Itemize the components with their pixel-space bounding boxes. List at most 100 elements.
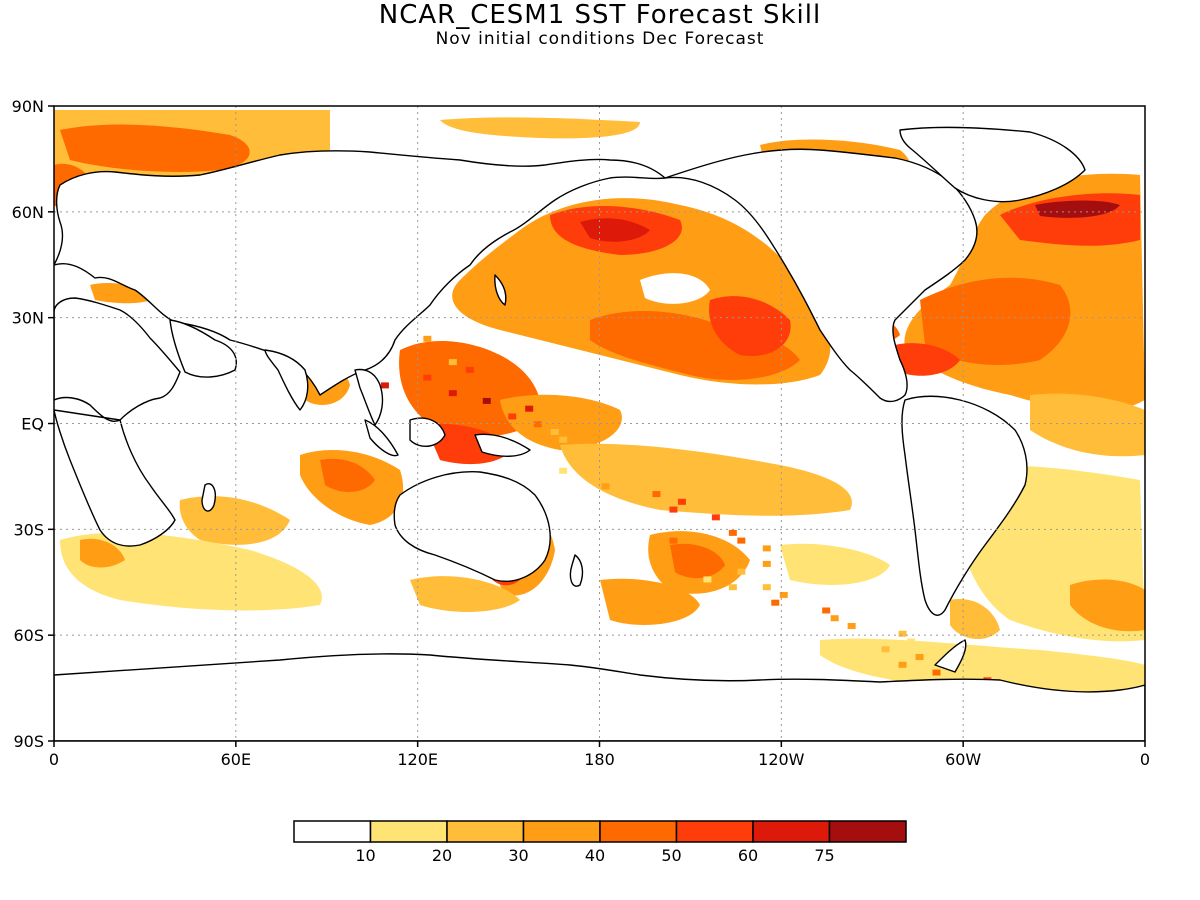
lon-tick-label: 180 bbox=[584, 750, 615, 769]
colorbar-label: 75 bbox=[814, 846, 834, 865]
skill-cell bbox=[380, 382, 389, 389]
skill-cell bbox=[508, 413, 517, 420]
skill-region-agulhas bbox=[80, 538, 125, 568]
skill-region-south-pacific-max bbox=[670, 543, 725, 579]
skill-cell bbox=[601, 452, 610, 459]
colorbar-swatch bbox=[293, 820, 372, 843]
skill-region-south-indian-core bbox=[320, 458, 375, 492]
skill-cell bbox=[762, 545, 771, 552]
lat-tick-label: 90N bbox=[12, 97, 44, 116]
skill-region-atlantic-subtropics bbox=[920, 277, 1071, 365]
lon-tick-label: 120W bbox=[758, 750, 805, 769]
colorbar-label: 40 bbox=[585, 846, 605, 865]
colorbar-label: 60 bbox=[738, 846, 758, 865]
skill-cell bbox=[601, 475, 610, 482]
skill-cell bbox=[669, 537, 678, 544]
skill-cell bbox=[898, 630, 907, 637]
colorbar-label: 30 bbox=[508, 846, 528, 865]
land-north-america bbox=[664, 148, 978, 403]
skill-cell bbox=[482, 397, 491, 404]
land-japan bbox=[494, 274, 507, 306]
skill-cell bbox=[728, 529, 737, 536]
skill-region-south-of-australia bbox=[410, 576, 520, 612]
land-new-zealand bbox=[569, 554, 584, 587]
skill-field bbox=[54, 110, 1145, 738]
land-india bbox=[264, 349, 309, 411]
colorbar: 10 20 30 40 50 60 75 bbox=[293, 820, 907, 865]
skill-region-south-pacific-band bbox=[560, 443, 852, 516]
skill-cell bbox=[822, 607, 831, 614]
skill-cell bbox=[907, 638, 916, 645]
skill-region-subantarctic-pacific bbox=[600, 578, 700, 625]
lat-tick-label: 60N bbox=[12, 203, 44, 222]
skill-cell bbox=[448, 390, 457, 397]
land-africa bbox=[54, 297, 181, 547]
skill-region-east-atlantic-tropics bbox=[1030, 393, 1145, 457]
lon-tick-label: 120E bbox=[397, 750, 438, 769]
skill-cell bbox=[711, 514, 720, 521]
lat-tick-label: EQ bbox=[21, 415, 44, 434]
skill-cell bbox=[915, 654, 924, 661]
latitude-axis: 90N 60N 30N EQ 30S 60S 90S bbox=[12, 97, 54, 751]
colorbar-swatch bbox=[522, 820, 601, 843]
coastlines bbox=[54, 126, 1145, 741]
land-madagascar bbox=[201, 483, 216, 512]
skill-region-southern-ocean bbox=[820, 638, 1145, 693]
skill-region-chile bbox=[780, 543, 890, 585]
colorbar-label: 10 bbox=[355, 846, 375, 865]
longitude-axis: 0 60E 120E 180 120W 60W 0 bbox=[49, 741, 1150, 769]
lon-tick-label: 60W bbox=[945, 750, 981, 769]
land-new-guinea bbox=[474, 433, 531, 457]
lat-tick-label: 30N bbox=[12, 309, 44, 328]
colorbar-label: 50 bbox=[661, 846, 681, 865]
land-south-america bbox=[901, 395, 1028, 616]
map-title: NCAR_CESM1 SST Forecast Skill bbox=[378, 0, 822, 30]
skill-cell bbox=[423, 374, 432, 381]
skill-cell bbox=[533, 421, 542, 428]
skill-region-east-north-pacific bbox=[709, 296, 791, 356]
skill-cell bbox=[525, 405, 534, 412]
lat-tick-label: 90S bbox=[13, 732, 44, 751]
skill-cell bbox=[465, 366, 474, 373]
colorbar-swatch bbox=[752, 820, 831, 843]
skill-region-brazil-falklands bbox=[950, 599, 1000, 640]
skill-cell bbox=[559, 436, 568, 443]
skill-cell bbox=[762, 584, 771, 591]
skill-cell bbox=[448, 359, 457, 366]
colorbar-swatch bbox=[828, 820, 907, 843]
skill-region-north-sea bbox=[440, 117, 640, 139]
skill-region-caribbean bbox=[895, 343, 960, 376]
skill-cell bbox=[703, 576, 712, 583]
skill-cell bbox=[771, 599, 780, 606]
skill-region-north-pacific-max bbox=[580, 218, 650, 242]
lon-tick-label: 0 bbox=[1140, 750, 1150, 769]
skill-cell bbox=[881, 646, 890, 653]
skill-region-barents bbox=[60, 124, 250, 172]
skill-cell bbox=[669, 506, 678, 513]
skill-region-central-north-pacific bbox=[590, 310, 800, 380]
colorbar-swatch bbox=[599, 820, 678, 843]
map-subtitle: Nov initial conditions Dec Forecast bbox=[435, 29, 765, 49]
land-antarctic-peninsula bbox=[934, 639, 967, 673]
skill-cell bbox=[677, 498, 686, 505]
land-southeast-asia bbox=[354, 368, 384, 426]
skill-region-south-atlantic-core bbox=[1070, 579, 1145, 632]
skill-cell bbox=[550, 428, 559, 435]
skill-cell bbox=[847, 622, 856, 629]
skill-cell bbox=[423, 335, 432, 342]
land-antarctica bbox=[54, 653, 1145, 741]
skill-cell bbox=[762, 560, 771, 567]
lon-tick-label: 60E bbox=[221, 750, 251, 769]
skill-cell bbox=[898, 661, 907, 668]
skill-cell bbox=[584, 421, 593, 428]
skill-cell bbox=[652, 491, 661, 498]
skill-region-southern-indian bbox=[60, 532, 322, 611]
skill-cell bbox=[559, 467, 568, 474]
colorbar-swatch bbox=[675, 820, 754, 843]
skill-cell bbox=[737, 568, 746, 575]
lat-tick-label: 30S bbox=[13, 520, 44, 539]
gridlines bbox=[54, 106, 1145, 741]
land-arabia bbox=[169, 319, 237, 378]
colorbar-label: 20 bbox=[432, 846, 452, 865]
